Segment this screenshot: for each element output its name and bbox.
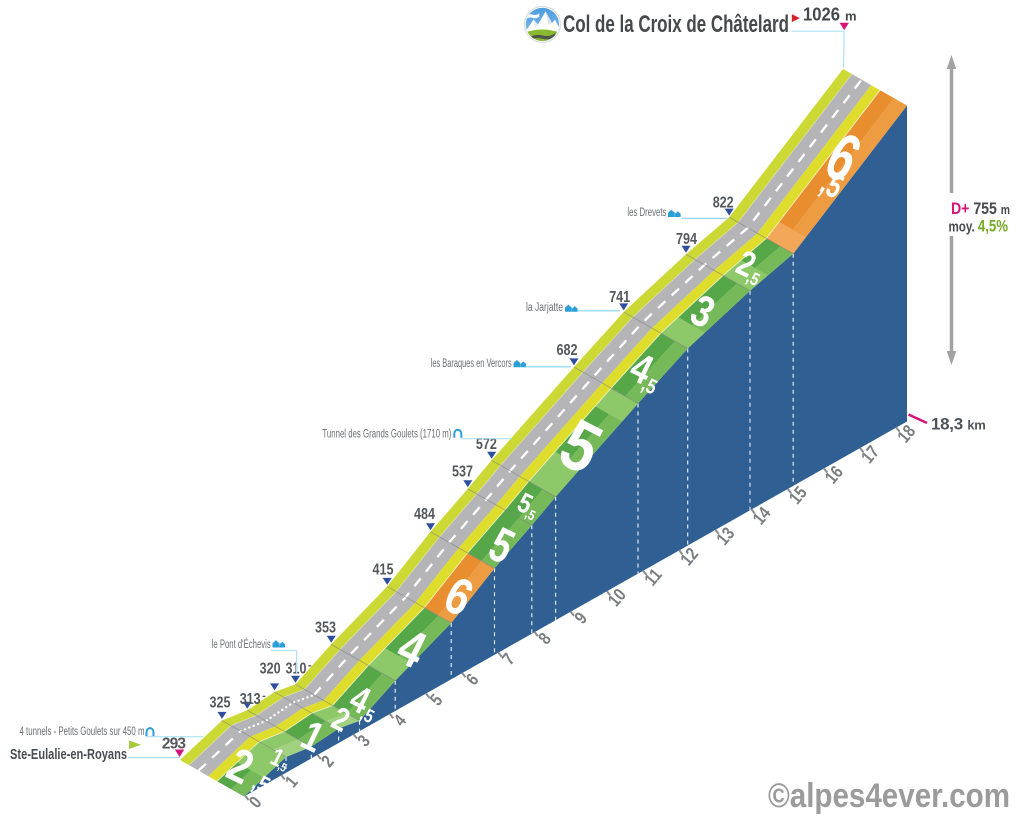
svg-text:682: 682 [557,342,578,359]
svg-text:794: 794 [676,231,697,248]
svg-text:la Jarjatte: la Jarjatte [526,302,563,314]
svg-text:Col de la Croix de Châtelard: Col de la Croix de Châtelard [563,11,789,38]
svg-text:320: 320 [260,661,281,678]
svg-text:353: 353 [315,620,336,637]
svg-text:m: m [845,9,857,24]
svg-text:1026: 1026 [803,5,840,25]
svg-text:©alpes4ever.com: ©alpes4ever.com [768,777,1010,815]
svg-text:les Baraques en Vercors: les Baraques en Vercors [431,358,512,370]
svg-text:484: 484 [414,506,435,523]
svg-text:822: 822 [713,195,734,212]
svg-text:-: - [308,660,312,672]
svg-text:-: - [262,690,266,702]
svg-text:Ste-Eulalie-en-Royans: Ste-Eulalie-en-Royans [10,746,127,763]
svg-text:293: 293 [162,736,186,753]
svg-text:415: 415 [373,561,394,578]
svg-text:moy. 4,5%: moy. 4,5% [949,218,1009,236]
svg-text:325: 325 [210,695,231,712]
svg-text:18,3 km: 18,3 km [931,415,986,434]
svg-text:537: 537 [452,464,473,481]
svg-text:741: 741 [609,289,630,306]
svg-text:D+ 755 m: D+ 755 m [951,199,1010,218]
svg-text:le Pont d'Échevis: le Pont d'Échevis [212,638,271,651]
svg-text:les Drevets: les Drevets [627,207,666,219]
svg-text:572: 572 [476,436,497,453]
svg-text:4 tunnels - Petits Goulets sur: 4 tunnels - Petits Goulets sur 450 m [20,726,145,738]
svg-text:313: 313 [240,691,261,708]
svg-text:Tunnel des Grands Goulets (171: Tunnel des Grands Goulets (1710 m) [322,429,451,441]
